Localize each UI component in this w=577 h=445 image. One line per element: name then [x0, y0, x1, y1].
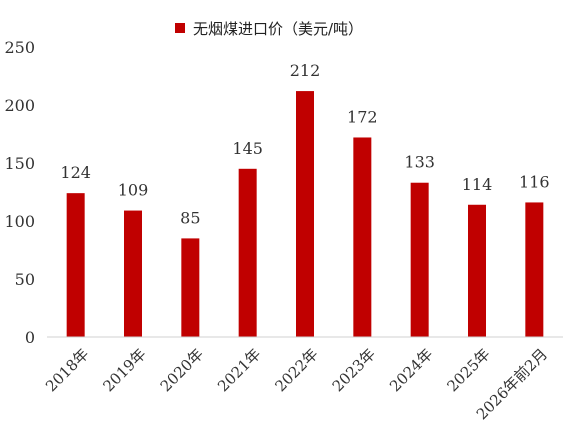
bar — [296, 91, 314, 337]
y-tick-label: 200 — [4, 96, 35, 115]
bar — [410, 182, 429, 337]
bar — [238, 168, 257, 337]
bar — [525, 202, 544, 337]
y-tick-label: 250 — [4, 38, 35, 57]
legend: 无烟煤进口价（美元/吨） — [175, 16, 363, 40]
bar — [353, 137, 372, 337]
data-label: 114 — [462, 175, 493, 194]
x-tick-label: 2019年 — [99, 345, 149, 395]
x-tick-label: 2024年 — [386, 345, 436, 395]
data-label: 145 — [232, 139, 263, 158]
data-label: 124 — [60, 163, 91, 182]
x-tick-label: 2025年 — [443, 345, 493, 395]
x-tick-label: 2020年 — [157, 345, 207, 395]
data-label: 172 — [347, 107, 378, 126]
bar — [181, 238, 200, 337]
bar — [66, 193, 85, 337]
y-tick-label: 50 — [15, 270, 35, 289]
y-tick-label: 0 — [25, 328, 35, 347]
data-label: 133 — [404, 153, 435, 172]
bar — [468, 204, 486, 337]
x-tick-label: 2022年 — [271, 345, 321, 395]
legend-label: 无烟煤进口价（美元/吨） — [193, 19, 364, 38]
x-tick-label: 2021年 — [214, 345, 264, 395]
data-label: 212 — [290, 61, 321, 80]
x-tick-label: 2023年 — [329, 345, 379, 395]
y-tick-label: 100 — [4, 212, 35, 231]
data-label: 116 — [519, 172, 550, 191]
data-label: 85 — [180, 208, 200, 227]
data-label: 109 — [118, 181, 149, 200]
bar — [124, 210, 142, 337]
y-tick-label: 150 — [4, 154, 35, 173]
legend-swatch — [175, 23, 185, 33]
x-tick-label: 2018年 — [42, 345, 92, 395]
